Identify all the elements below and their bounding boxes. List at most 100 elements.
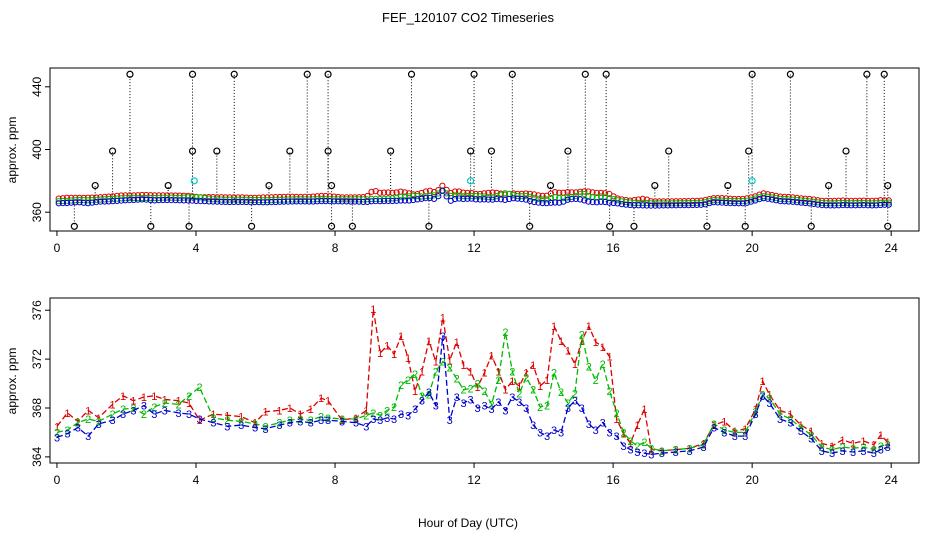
- spike-marker: [842, 147, 850, 155]
- series-3-point: [189, 197, 196, 204]
- series-3-point: [59, 200, 67, 207]
- series-2-label: 2: [537, 402, 543, 414]
- series-3-point: [773, 197, 780, 204]
- series-3-label: 3: [766, 398, 772, 410]
- series-3-label: 3: [627, 445, 633, 457]
- series-3-label: 3: [551, 425, 557, 437]
- spike-marker: [265, 181, 273, 190]
- series-3-point: [255, 199, 262, 206]
- series-3-label: 3: [96, 419, 102, 431]
- series-1-label: 1: [363, 405, 369, 417]
- series-3-point: [873, 202, 880, 209]
- series-1-label: 1: [54, 421, 60, 433]
- series-2-label: 2: [54, 427, 60, 439]
- series-2-label: 2: [110, 409, 116, 421]
- series-3-label: 3: [384, 413, 390, 425]
- series-3-point: [397, 197, 404, 204]
- series-3-point: [602, 198, 609, 206]
- series-2-label: 2: [370, 408, 376, 420]
- series-2-point: [414, 192, 421, 200]
- series-2-label: 2: [766, 393, 772, 405]
- spike-marker: [164, 181, 172, 190]
- series-3-point: [431, 195, 438, 202]
- spike-marker: [825, 181, 833, 190]
- series-3-label: 3: [742, 431, 748, 443]
- series-3-label: 3: [162, 405, 168, 417]
- series-3-line: [56, 335, 888, 456]
- series-2-label: 2: [614, 408, 620, 420]
- series-3-label: 3: [777, 414, 783, 426]
- series-1-label: 1: [440, 313, 446, 325]
- series-1-label: 1: [839, 435, 845, 447]
- series-1-label: 1: [384, 341, 390, 353]
- series-3-label: 3: [426, 387, 432, 399]
- series-2-label: 2: [151, 402, 157, 414]
- series-2-point: [401, 193, 408, 200]
- series-3-label: 3: [110, 415, 116, 427]
- series-3-point: [285, 198, 292, 205]
- series-2-point: [510, 191, 517, 199]
- series-3-point: [159, 196, 167, 204]
- series-3-label: 3: [565, 403, 571, 415]
- series-2-label: 2: [579, 330, 585, 342]
- series-1-point: [597, 189, 605, 196]
- series-2-label: 2: [495, 375, 501, 387]
- series-1-label: 1: [238, 412, 244, 424]
- series-2-label: 2: [839, 442, 845, 454]
- series-3-point: [606, 199, 613, 206]
- bottom-panel: approx. ppm 0 4 8 12 16 20 2436436837237611111…: [5, 297, 920, 487]
- series-1-point: [143, 191, 150, 199]
- series-3-label: 3: [614, 431, 620, 443]
- spike-marker: [466, 147, 475, 155]
- series-2-point: [535, 195, 542, 202]
- series-3-point: [518, 196, 525, 203]
- series-2-point: [526, 193, 534, 200]
- series-3-point: [276, 198, 283, 205]
- series-3-point: [89, 199, 96, 206]
- series-1-label: 1: [210, 409, 216, 421]
- series-3-label: 3: [787, 418, 793, 430]
- series-3-point: [585, 198, 592, 205]
- series-3-point: [84, 200, 92, 207]
- series-3-point: [109, 198, 117, 205]
- series-1-label: 1: [721, 416, 727, 428]
- spike-marker: [324, 147, 332, 155]
- series-1-label: 1: [176, 396, 182, 408]
- series-3-label: 3: [353, 418, 359, 430]
- y-tick-label: 364: [30, 447, 44, 467]
- series-3-label: 3: [607, 427, 613, 439]
- series-2-label: 2: [516, 388, 522, 400]
- series-3-point: [689, 201, 696, 209]
- series-1-point: [706, 196, 713, 203]
- series-3-label: 3: [829, 448, 835, 460]
- spike-marker: [126, 70, 134, 78]
- x-tick-label: 24: [885, 241, 899, 255]
- series-3-point: [556, 199, 563, 206]
- series-3-point: [76, 199, 83, 206]
- series-3-label: 3: [262, 424, 268, 436]
- series-3-point: [218, 198, 225, 205]
- series-2-label: 2: [885, 440, 891, 452]
- series-3-point: [289, 198, 296, 205]
- spike-marker: [880, 70, 888, 78]
- series-3-label: 3: [454, 392, 460, 404]
- spike-marker: [786, 70, 794, 78]
- series-2-point: [614, 197, 621, 204]
- series-2-label: 2: [502, 327, 508, 339]
- series-1-point: [435, 187, 442, 194]
- series-2-label: 2: [224, 415, 230, 427]
- series-2-point: [497, 191, 504, 198]
- series-3-point: [301, 198, 308, 205]
- series-3-point: [209, 198, 217, 205]
- series-1-label: 1: [297, 409, 303, 421]
- series-3-point: [472, 196, 479, 203]
- series-1-label: 1: [530, 360, 536, 372]
- top-panel: approx. ppm 0 4 8 12 16 20 24 360 400 440: [5, 67, 920, 255]
- series-2-label: 2: [252, 419, 258, 431]
- series-2-point: [184, 194, 192, 201]
- series-3-label: 3: [839, 446, 845, 458]
- series-1-label: 1: [537, 381, 543, 393]
- series-1-point: [443, 186, 450, 193]
- series-3-point: [326, 198, 333, 205]
